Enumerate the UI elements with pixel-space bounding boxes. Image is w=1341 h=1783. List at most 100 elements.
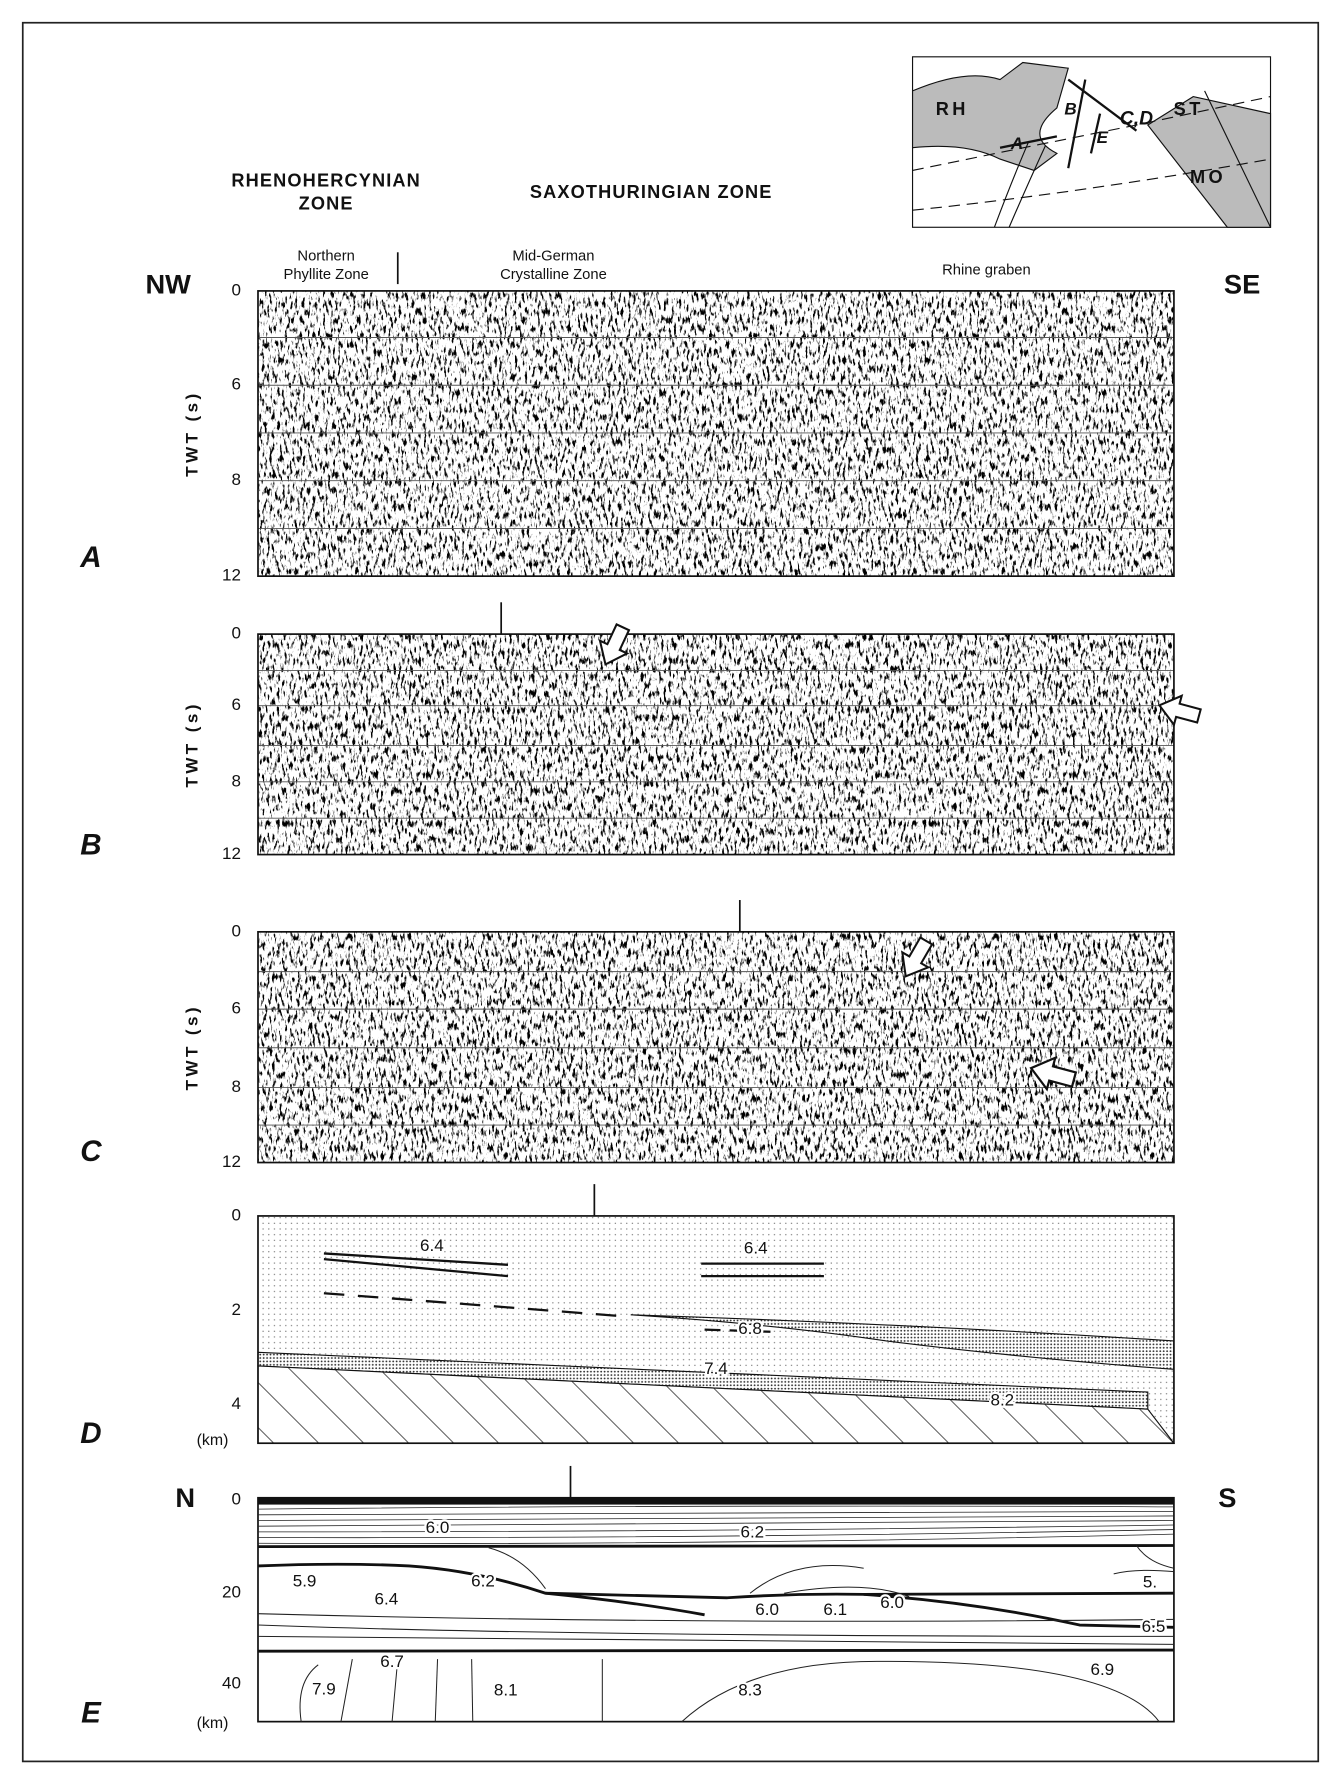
reflector (704, 1328, 773, 1333)
y-tick-label: 20 (222, 1583, 241, 1602)
arrow (1029, 1055, 1078, 1092)
y-tick-label: 4 (231, 1394, 240, 1413)
y-tick-label: 6 (231, 999, 240, 1018)
contour (257, 1515, 1174, 1521)
y-tick-label: 12 (222, 1152, 241, 1171)
contour (257, 1529, 1174, 1539)
inset-label: B (1064, 100, 1076, 119)
velocity-label: 7.9 (312, 1679, 336, 1698)
subzone-label: Mid-German (512, 249, 594, 265)
contour (784, 1586, 910, 1598)
contour (340, 1659, 353, 1722)
subzone-label: Phyllite Zone (283, 267, 368, 283)
y-tick-label: 0 (231, 921, 240, 940)
direction-label: S (1218, 1482, 1236, 1513)
subzone-label: Crystalline Zone (500, 267, 607, 283)
frame (21, 21, 1320, 1763)
arrow (598, 623, 631, 666)
velocity-label: 6.4 (375, 1590, 399, 1609)
direction-label: NW (145, 269, 191, 300)
contour (681, 1660, 1160, 1723)
velocity-label: 8.2 (990, 1391, 1014, 1410)
panel-letter: D (80, 1417, 101, 1450)
velocity-label: 5. (1143, 1572, 1157, 1591)
direction-label: SE (1224, 269, 1260, 300)
contour (488, 1547, 546, 1589)
contour (391, 1659, 399, 1722)
model-area (257, 1496, 1175, 1723)
zone-label: SAXOTHURINGIAN ZONE (530, 182, 773, 202)
contour (1113, 1569, 1174, 1575)
y-tick-label: 12 (222, 844, 241, 863)
y-tick-label: 0 (231, 280, 240, 299)
velocity-label: 6.5 (1142, 1617, 1166, 1636)
velocity-label: 6.0 (880, 1593, 904, 1612)
y-tick-label: 8 (231, 771, 240, 790)
reflector (323, 1292, 620, 1318)
contour (471, 1659, 474, 1722)
axis-title: TWT (s) (183, 390, 202, 476)
y-tick-label: 0 (231, 1205, 240, 1224)
contour (257, 1533, 1174, 1544)
y-tick-label: 8 (231, 1077, 240, 1096)
contour (257, 1613, 1174, 1622)
layer-boundary (545, 1591, 705, 1617)
velocity-label: 6.9 (1090, 1660, 1114, 1679)
y-tick-label: 12 (222, 566, 241, 585)
direction-label: N (175, 1482, 195, 1513)
velocity-label: 6.0 (755, 1600, 779, 1619)
axis-title: TWT (s) (183, 701, 202, 787)
subzone-label: Northern (297, 249, 354, 265)
y-tick-label: 6 (231, 695, 240, 714)
velocity-label: 6.7 (380, 1652, 404, 1671)
reflector (323, 1252, 509, 1266)
panel-letter: C (80, 1135, 102, 1168)
velocity-label: 7.4 (704, 1359, 728, 1378)
velocity-label: 6.4 (744, 1238, 768, 1257)
inset-label: C,D (1120, 108, 1153, 129)
layer-lower-crust (630, 1314, 1175, 1370)
seismic-texture (257, 931, 1174, 1163)
panel-frame (257, 930, 1175, 1164)
layer-boundary (257, 1648, 1174, 1653)
panel-frame (257, 290, 1175, 578)
contour (299, 1664, 319, 1722)
layer-boundary (257, 1562, 1174, 1600)
inset-map (911, 56, 1272, 228)
velocity-label: 5.9 (293, 1571, 317, 1590)
contour (257, 1505, 1174, 1510)
velocity-label: 8.1 (494, 1680, 518, 1699)
panel-frame (257, 633, 1175, 856)
surface-layer (257, 1497, 1174, 1505)
zone-label: ZONE (299, 193, 354, 213)
zone-label: RHENOHERCYNIAN (231, 171, 421, 191)
panel-letter: A (79, 541, 101, 574)
panel-letter: E (81, 1697, 102, 1730)
arrow (900, 936, 934, 978)
y-tick-label: 0 (231, 1490, 240, 1509)
inset-label: ST (1174, 99, 1204, 119)
reflector (323, 1257, 509, 1278)
contour (257, 1624, 1174, 1637)
arrow (1157, 694, 1202, 728)
velocity-label: 6.2 (740, 1522, 764, 1541)
panel-letter: B (80, 828, 101, 861)
velocity-label: 6.2 (471, 1571, 495, 1590)
axis-title: TWT (s) (183, 1004, 202, 1090)
inset-label: E (1097, 128, 1109, 147)
contour (749, 1565, 864, 1594)
axis-unit: (km) (197, 1432, 229, 1449)
layer-boundary (863, 1592, 1174, 1629)
velocity-label: 6.4 (420, 1236, 444, 1255)
contour (434, 1659, 439, 1722)
y-tick-label: 0 (231, 624, 240, 643)
y-tick-label: 6 (231, 375, 240, 394)
contour (1135, 1545, 1175, 1569)
velocity-label: 6.1 (823, 1600, 847, 1619)
y-tick-label: 8 (231, 470, 240, 489)
subzone-label: Rhine graben (942, 262, 1031, 278)
velocity-label: 8.3 (738, 1680, 762, 1699)
axis-unit: (km) (197, 1715, 229, 1732)
velocity-label: 6.8 (738, 1319, 762, 1338)
inset-label: A (1010, 134, 1023, 153)
